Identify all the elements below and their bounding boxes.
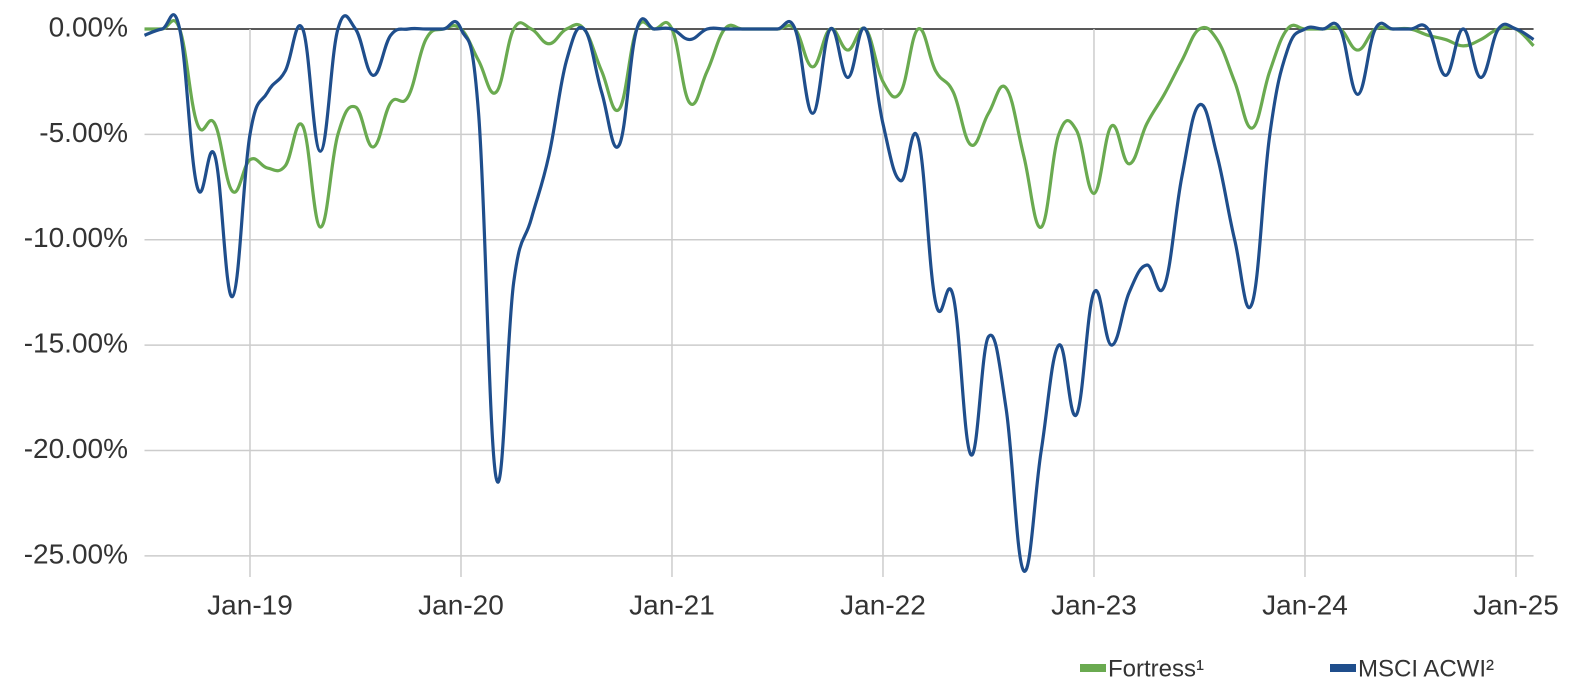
y-tick-label: -25.00%	[24, 538, 128, 569]
legend-text: Fortress¹	[1108, 655, 1204, 682]
x-tick-label: Jan-25	[1473, 589, 1559, 620]
x-tick-label: Jan-20	[418, 589, 504, 620]
y-tick-label: -10.00%	[24, 222, 128, 253]
legend-swatch	[1080, 664, 1106, 672]
x-tick-label: Jan-23	[1051, 589, 1137, 620]
x-tick-label: Jan-24	[1262, 589, 1348, 620]
y-tick-label: 0.00%	[49, 11, 128, 42]
series-line	[143, 13, 1535, 573]
x-tick-label: Jan-22	[840, 589, 926, 620]
x-tick-label: Jan-19	[207, 589, 293, 620]
y-tick-label: -5.00%	[39, 117, 128, 148]
legend-text: MSCI ACWI²	[1358, 655, 1494, 682]
y-tick-label: -15.00%	[24, 328, 128, 359]
x-tick-label: Jan-21	[629, 589, 715, 620]
y-tick-label: -20.00%	[24, 433, 128, 464]
legend-swatch	[1330, 664, 1356, 672]
